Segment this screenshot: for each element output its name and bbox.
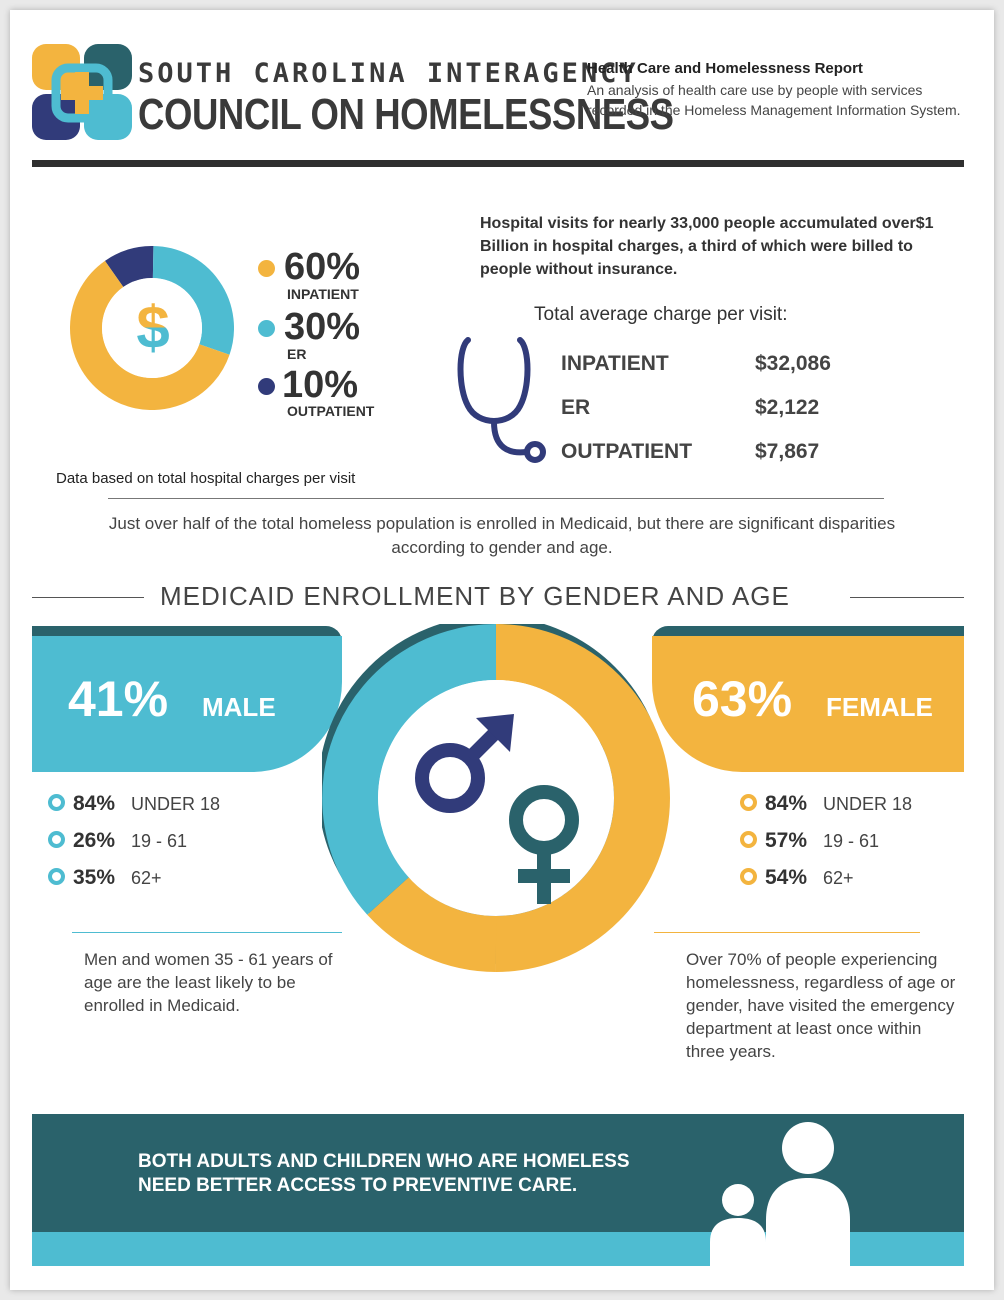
female-stat-age: 19 - 61 — [823, 831, 880, 851]
female-stat-row: 57% 19 - 61 — [740, 829, 879, 853]
section-title: MEDICAID ENROLLMENT BY GENDER AND AGE — [160, 581, 790, 611]
gender-ring-chart — [322, 624, 670, 972]
adult-and-child-icon — [710, 1122, 850, 1270]
female-percent: 63% — [692, 671, 793, 727]
er-charge-value: $2,122 — [755, 396, 820, 419]
header-divider — [32, 160, 964, 167]
title-rule-right — [850, 597, 964, 598]
org-name-line2: COUNCIL ON HOMELESSNESS — [138, 90, 674, 139]
inpatient-charge-value: $32,086 — [755, 352, 831, 375]
male-stat-pct: 84% — [73, 792, 116, 815]
er-charge-label: ER — [561, 396, 591, 419]
outpatient-legend-dot — [258, 378, 275, 395]
report-subtitle: An analysis of health care use by people… — [587, 82, 961, 118]
male-symbol-icon — [415, 714, 514, 813]
female-stat-age: 62+ — [823, 868, 854, 888]
footer-message: BOTH ADULTS AND CHILDREN WHO ARE HOMELES… — [138, 1150, 738, 1198]
female-stat-bullet-icon — [740, 868, 757, 885]
female-stat-row: 54% 62+ — [740, 866, 854, 890]
female-stat-bullet-icon — [740, 794, 757, 811]
footer-line1: BOTH ADULTS AND CHILDREN WHO ARE HOMELES… — [138, 1151, 630, 1172]
infographic-page: SOUTH CAROLINA INTERAGENCY COUNCIL ON HO… — [10, 10, 994, 1290]
inpatient-percent: 60% — [284, 246, 361, 288]
female-stat-bullet-icon — [740, 831, 757, 848]
female-stat-row: 84% UNDER 18 — [740, 792, 912, 816]
er-donut-segment — [152, 246, 234, 355]
male-stat-row: 26% 19 - 61 — [48, 829, 187, 853]
outpatient-label: OUTPATIENT — [287, 403, 375, 419]
male-stat-row: 84% UNDER 18 — [48, 792, 220, 816]
org-name-line1: SOUTH CAROLINA INTERAGENCY — [138, 58, 639, 89]
inpatient-charge-label: INPATIENT — [561, 352, 669, 375]
male-note: Men and women 35 - 61 years of age are t… — [84, 950, 333, 1015]
charges-note: Data based on total hospital charges per… — [56, 470, 356, 487]
stethoscope-icon — [457, 337, 546, 463]
male-stat-pct: 26% — [73, 829, 116, 852]
male-stat-pct: 35% — [73, 866, 116, 889]
section-divider — [108, 498, 884, 499]
male-stat-row: 35% 62+ — [48, 866, 162, 890]
male-stat-bullet-icon — [48, 831, 65, 848]
charges-donut-chart — [70, 246, 234, 410]
inpatient-donut-segment — [70, 260, 230, 410]
female-stat-pct: 84% — [765, 792, 808, 815]
male-stat-bullet-icon — [48, 868, 65, 885]
title-rule-left — [32, 597, 144, 598]
outpatient-charge-label: OUTPATIENT — [561, 440, 693, 463]
male-stat-age: UNDER 18 — [131, 794, 221, 814]
female-banner — [652, 636, 964, 772]
female-note-rule — [654, 932, 920, 933]
male-percent: 41% — [68, 671, 169, 727]
outpatient-percent: 10% — [282, 364, 359, 406]
female-note: Over 70% of people experiencing homeless… — [686, 950, 956, 1061]
inpatient-label: INPATIENT — [287, 286, 359, 302]
er-legend-dot — [258, 320, 275, 337]
female-stat-pct: 57% — [765, 829, 808, 852]
male-stat-age: 62+ — [131, 868, 162, 888]
council-logo — [32, 44, 132, 140]
outpatient-charge-value: $7,867 — [755, 440, 820, 463]
male-stat-age: 19 - 61 — [131, 831, 188, 851]
male-label: MALE — [202, 692, 276, 722]
female-label: FEMALE — [826, 692, 933, 722]
male-stat-bullet-icon — [48, 794, 65, 811]
inpatient-legend-dot — [258, 260, 275, 277]
female-stat-pct: 54% — [765, 866, 808, 889]
hospital-summary: Hospital visits for nearly 33,000 people… — [480, 215, 934, 278]
outpatient-donut-segment — [104, 246, 154, 288]
female-symbol-icon — [509, 785, 579, 904]
report-title: Health Care and Homelessness Report — [587, 60, 863, 77]
female-stat-age: UNDER 18 — [823, 794, 913, 814]
footer-line2: NEED BETTER ACCESS TO PREVENTIVE CARE. — [138, 1175, 578, 1196]
er-label: ER — [287, 346, 307, 362]
male-banner — [32, 636, 342, 772]
dollar-sign-icon: $ — [136, 294, 170, 361]
male-note-rule — [72, 932, 342, 933]
average-charge-title: Total average charge per visit: — [534, 304, 788, 325]
er-percent: 30% — [284, 306, 361, 348]
medicaid-intro: Just over half of the total homeless pop… — [108, 514, 896, 557]
